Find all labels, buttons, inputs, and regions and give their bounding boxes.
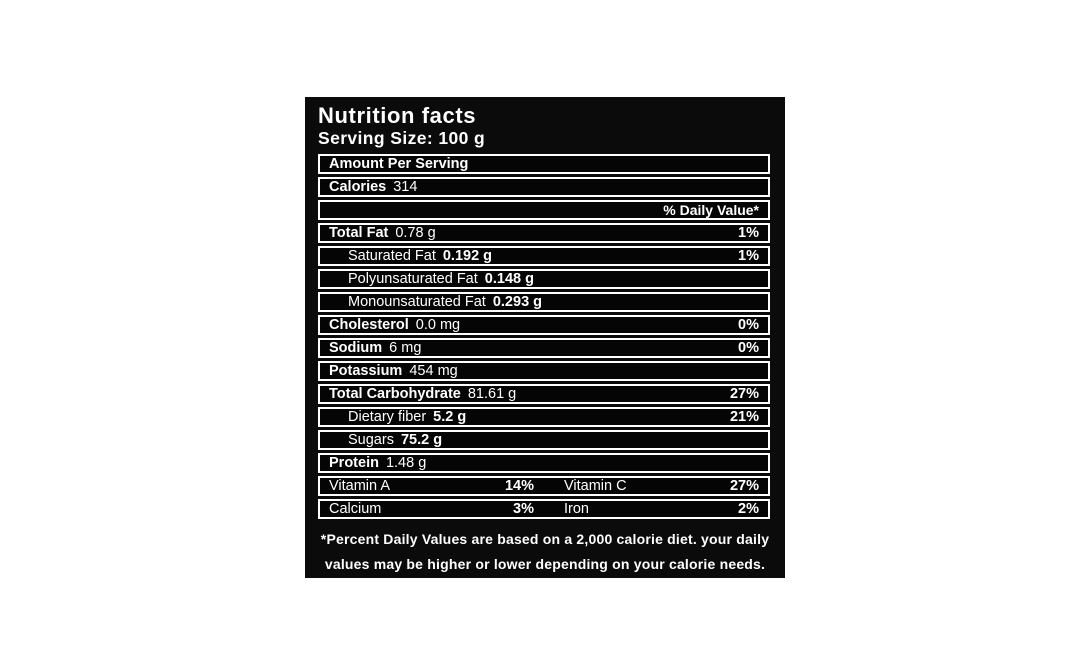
row-amount-per-serving: Amount Per Serving (318, 154, 770, 174)
micronutrient-value: 3% (513, 501, 534, 517)
row-sodium: Sodium 6 mg 0% (318, 338, 770, 358)
nutrient-label: Sodium (329, 340, 383, 356)
micronutrient-value: 27% (729, 478, 759, 494)
nutrient-value: 0.0 mg (415, 317, 461, 333)
nutrient-label: Total Carbohydrate (329, 386, 461, 402)
nutrient-label: Polyunsaturated Fat (348, 271, 478, 287)
nutrient-daily-value: 27% (729, 386, 759, 402)
nutrient-label: Protein (329, 455, 379, 471)
row-total-fat: Total Fat 0.78 g 1% (318, 223, 770, 243)
nutrition-facts-panel: Nutrition facts Serving Size: 100 g Amou… (305, 97, 785, 578)
nutrient-value: 454 mg (409, 363, 458, 379)
row-total-carbohydrate: Total Carbohydrate 81.61 g 27% (318, 384, 770, 404)
nutrient-daily-value: 0% (738, 317, 759, 333)
nutrient-label: Sugars (348, 432, 394, 448)
nutrient-value: 81.61 g (467, 386, 517, 402)
nutrient-value: 1.48 g (385, 455, 427, 471)
row-monounsaturated-fat: Monounsaturated Fat 0.293 g (318, 292, 770, 312)
nutrient-value: 75.2 g (400, 432, 443, 448)
nutrient-label: Saturated Fat (348, 248, 436, 264)
micronutrient-value: 2% (738, 501, 759, 517)
nutrient-daily-value: 21% (729, 409, 759, 425)
nutrient-daily-value: 0% (738, 340, 759, 356)
row-saturated-fat: Saturated Fat 0.192 g 1% (318, 246, 770, 266)
row-dietary-fiber: Dietary fiber 5.2 g 21% (318, 407, 770, 427)
nutrient-label: Total Fat (329, 225, 389, 241)
calories-value: 314 (393, 179, 418, 195)
nutrient-value: 0.192 g (442, 248, 493, 264)
panel-header: Nutrition facts Serving Size: 100 g (305, 97, 785, 153)
nutrient-value: 0.148 g (484, 271, 534, 287)
micronutrient-label: Calcium (329, 501, 382, 517)
footnote-line-1: *Percent Daily Values are based on a 2,0… (320, 531, 770, 547)
row-protein: Protein 1.48 g (318, 453, 770, 473)
nutrient-daily-value: 1% (738, 248, 759, 264)
nutrient-value: 6 mg (389, 340, 422, 356)
row-sugars: Sugars 75.2 g (318, 430, 770, 450)
nutrient-daily-value: 1% (738, 225, 759, 241)
row-polyunsaturated-fat: Polyunsaturated Fat 0.148 g (318, 269, 770, 289)
micronutrient-value: 14% (504, 478, 534, 494)
row-potassium: Potassium 454 mg (318, 361, 770, 381)
row-calories: Calories 314 (318, 177, 770, 197)
row-cholesterol: Cholesterol 0.0 mg 0% (318, 315, 770, 335)
nutrition-rows: Amount Per Serving Calories 314 % Daily … (305, 153, 785, 519)
serving-size: Serving Size: 100 g (318, 128, 486, 148)
nutrient-label: Dietary fiber (348, 409, 427, 425)
daily-value-footnote: *Percent Daily Values are based on a 2,0… (305, 527, 785, 577)
calories-label: Calories (329, 179, 387, 195)
footnote-line-2: values may be higher or lower depending … (324, 556, 766, 572)
nutrient-value: 0.293 g (492, 294, 543, 310)
panel-title: Nutrition facts (318, 103, 477, 128)
nutrient-label: Potassium (329, 363, 403, 379)
row-calcium-iron: Calcium 3% Iron 2% (318, 499, 770, 519)
row-vitamin-a-vitamin-c: Vitamin A 14% Vitamin C 27% (318, 476, 770, 496)
nutrient-label: Monounsaturated Fat (348, 294, 486, 310)
nutrient-value: 5.2 g (433, 409, 467, 425)
daily-value-header: % Daily Value* (663, 202, 759, 218)
nutrient-label: Cholesterol (329, 317, 409, 333)
nutrient-value: 0.78 g (395, 225, 436, 241)
micronutrient-label: Vitamin C (564, 478, 627, 494)
micronutrient-label: Iron (564, 501, 589, 517)
row-daily-value-header: % Daily Value* (318, 200, 770, 220)
micronutrient-label: Vitamin A (329, 478, 390, 494)
amount-per-serving-label: Amount Per Serving (329, 156, 469, 172)
